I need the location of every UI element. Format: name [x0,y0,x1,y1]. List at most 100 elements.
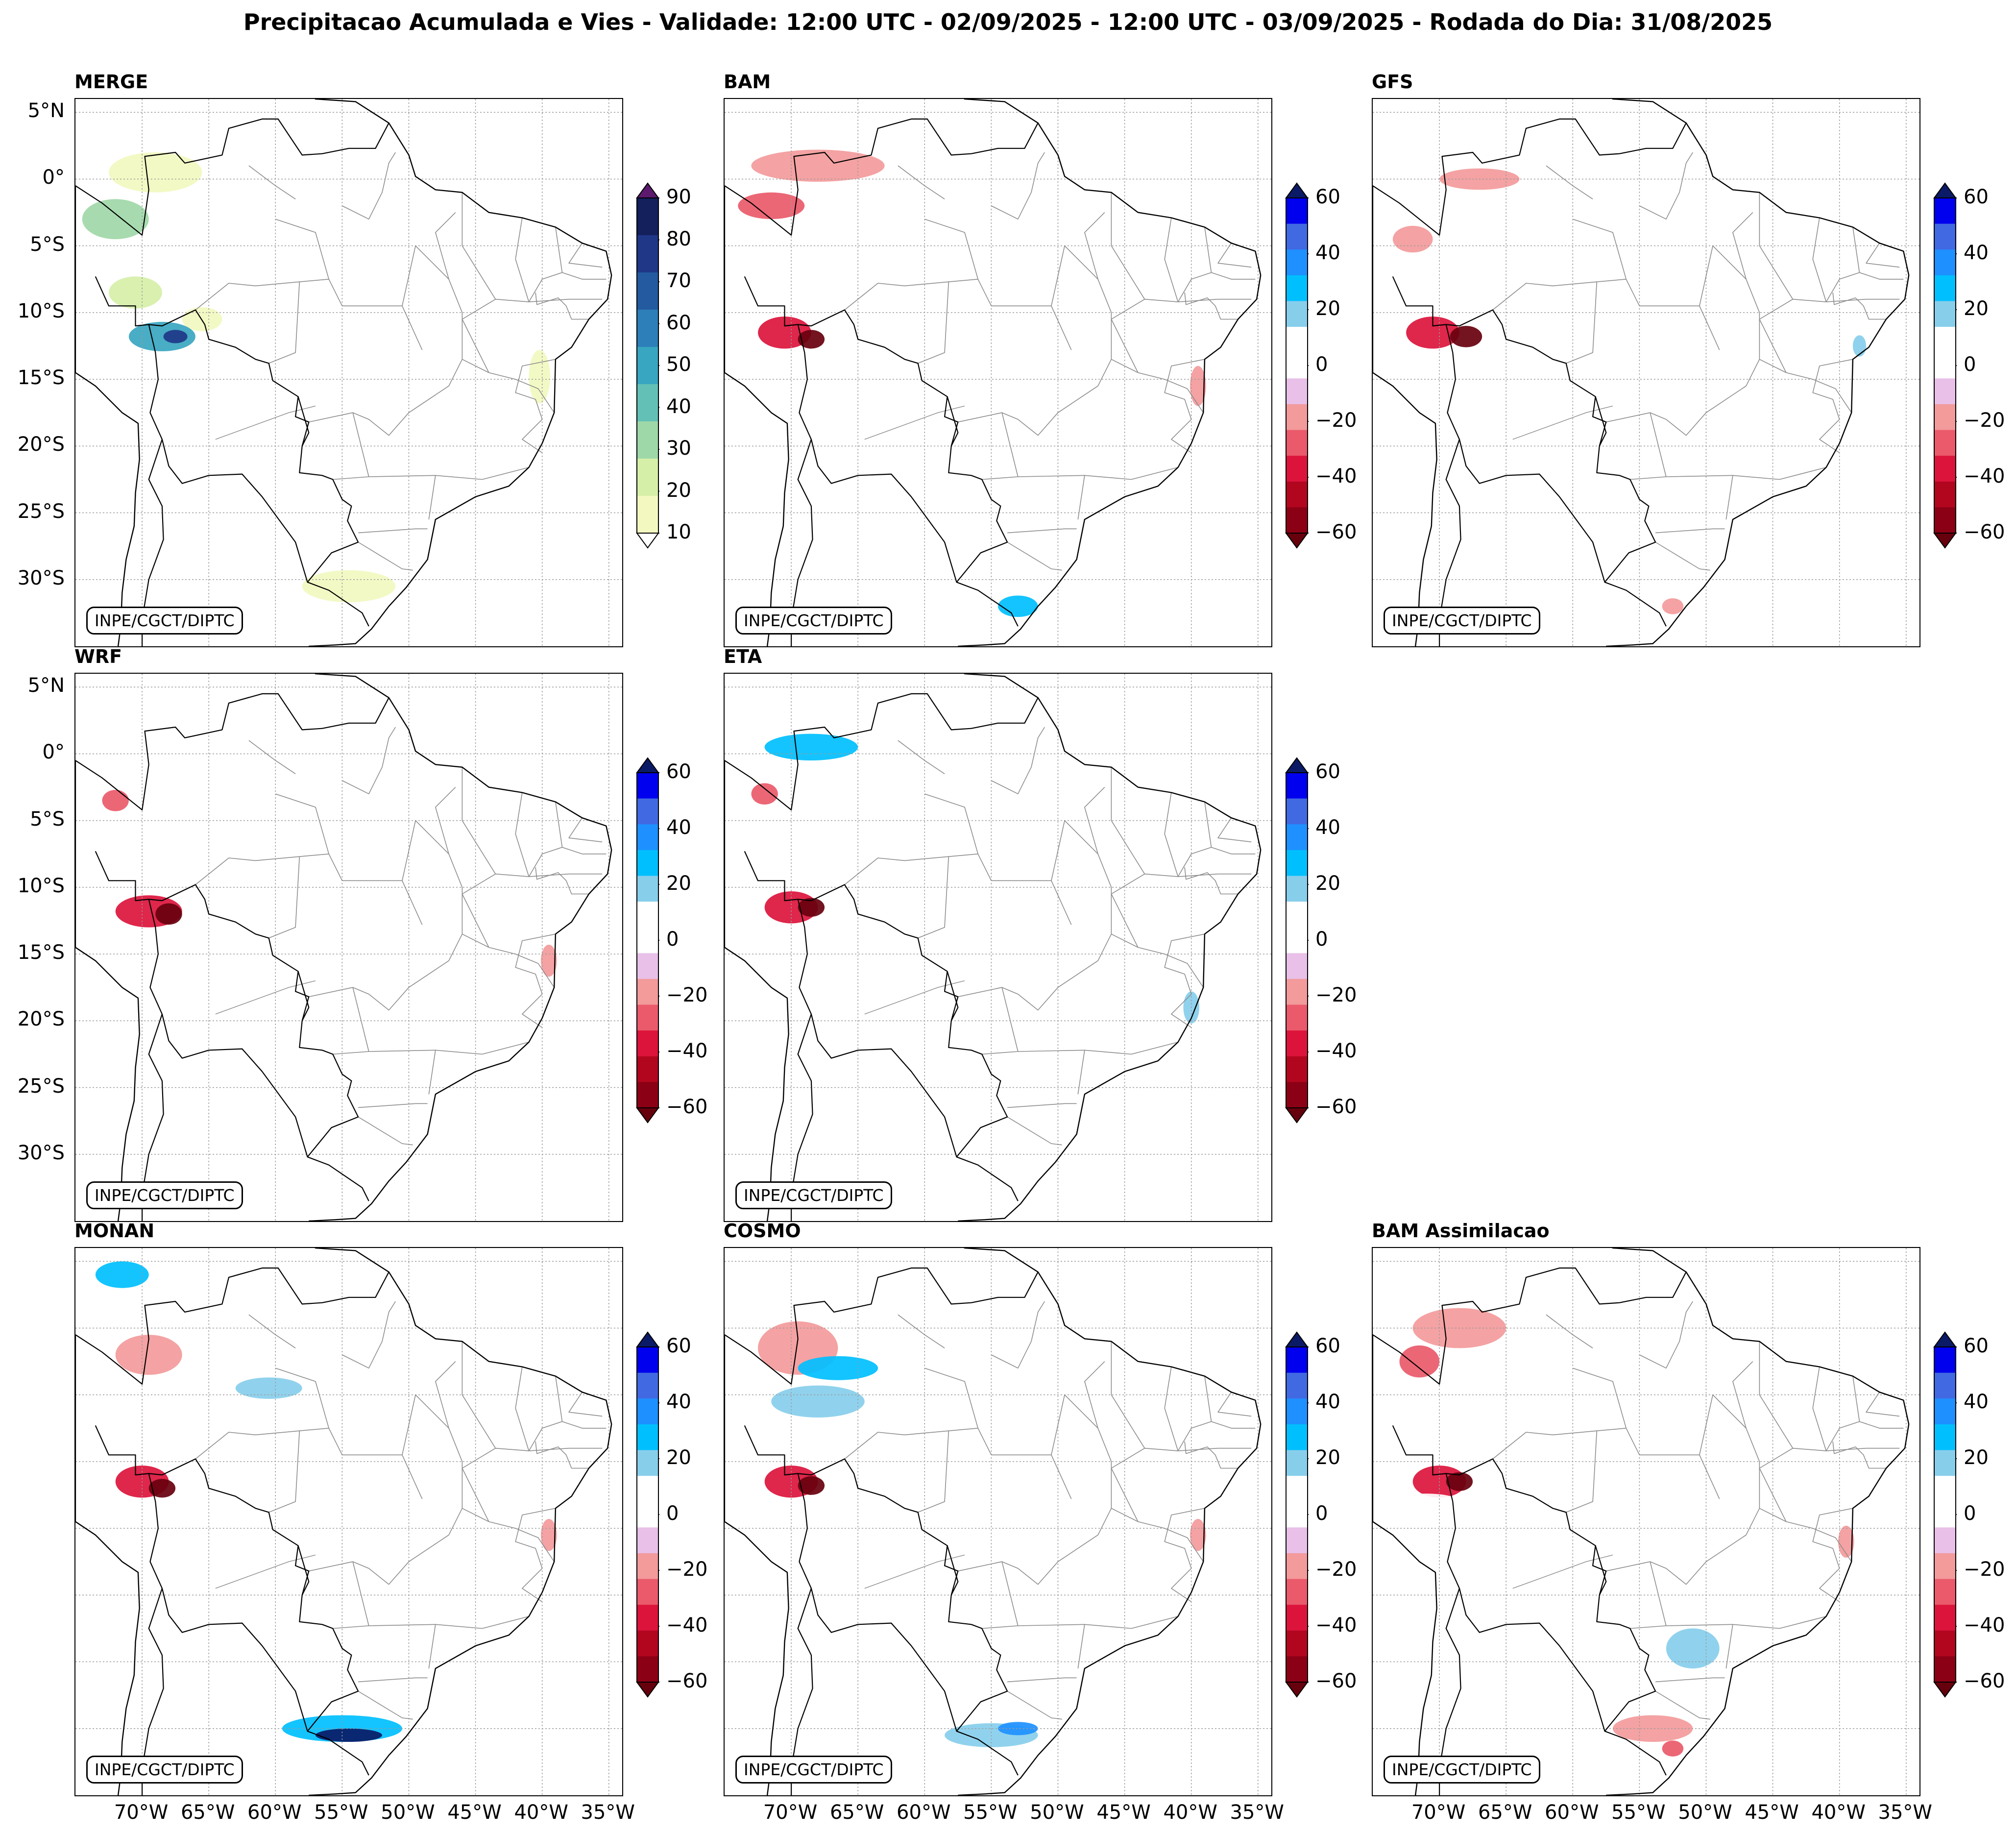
lon-tick-label: 55°W [963,1801,1018,1824]
lon-tick-label: 45°W [447,1801,502,1824]
state-border [844,219,979,311]
colorbar-extend-min [1285,533,1309,549]
coastline [1373,372,1437,646]
map-svg-gfs [1373,99,1919,646]
field-blob [75,747,216,841]
colorbar-svg [1285,1331,1312,1698]
colorbar-tick-label: −40 [1315,1614,1357,1637]
colorbar [1285,757,1312,1125]
coastline [309,1248,612,1795]
colorbar-segment [1934,1553,1956,1580]
colorbar-segment [1286,978,1308,1005]
colorbar-segment [1286,1347,1308,1373]
state-border [1018,1042,1178,1055]
field-layer [75,747,557,1158]
country-border [797,324,957,583]
state-border [1626,1428,1720,1499]
colorbar-segment [1286,1450,1308,1476]
lat-tick-label: 5°N [27,674,65,697]
state-border [368,1616,529,1629]
state-border [1759,1447,1900,1522]
colorbar-segment [1934,1579,1956,1605]
field-blob [904,526,1038,580]
colorbar-tick-label: 40 [1964,1391,1989,1413]
colorbar-segment [637,1450,658,1476]
state-border [528,802,563,877]
field-blob [109,152,202,193]
colorbar-segment [637,1579,658,1605]
lon-tick-label: 65°W [1478,1801,1532,1824]
colorbar-tick-label: −40 [666,1614,708,1637]
state-border [1759,1341,1794,1449]
colorbar-segment [637,798,658,825]
colorbar-segment [637,1527,658,1554]
colorbar-segment [1934,456,1956,482]
field-blob [1450,326,1482,347]
colorbar-segment [1934,301,1956,327]
colorbar-segment [637,824,658,851]
colorbar-segment [1934,1372,1956,1399]
colorbar-segment [637,384,658,422]
state-border [358,1690,413,1720]
state-border [1111,767,1145,875]
colorbar-segment [1286,275,1308,301]
state-border [1606,1394,1760,1585]
colorbar-segment [1934,507,1956,534]
country-border [297,396,310,446]
country-border [744,276,1019,627]
state-border [1655,1690,1710,1720]
panel-title-merge: MERGE [74,71,148,93]
state-border [248,1314,296,1348]
state-border [568,817,603,843]
map-svg-bam-assimilacao [1373,1248,1919,1795]
colorbar-tick-label: 60 [1315,186,1340,208]
colorbar-tick-label: 40 [666,816,691,839]
colorbar-tick-label: −40 [1315,1040,1357,1062]
state-border [358,1103,428,1108]
colorbar-segment [637,927,658,954]
state-border [958,820,1112,1011]
field-layer [95,1261,557,1742]
state-border [898,740,945,774]
country-border [75,118,389,236]
colorbar-tick-label: −60 [1315,1096,1357,1118]
state-border [215,980,316,1015]
country-border [297,1545,310,1595]
colorbar-segment [1286,327,1308,353]
credit-label: INPE/CGCT/DIPTC [1384,607,1540,635]
state-border [1211,272,1256,280]
lon-tick-label: 50°W [381,1801,435,1824]
colorbar-tick-label: −60 [1315,1670,1357,1692]
state-border [1077,1624,1085,1669]
colorbar-tick-label: 0 [1964,353,1976,376]
lon-tick-label: 65°W [180,1801,235,1824]
field-blob [764,734,858,760]
colorbar [636,182,663,551]
colorbar-extend-min [636,1107,659,1124]
colorbar-svg [1933,1331,1961,1698]
country-border [148,899,308,1157]
credit-label: INPE/CGCT/DIPTC [86,1181,243,1209]
state-border [342,1301,396,1369]
state-border [368,1042,529,1055]
state-border [535,867,589,895]
map-svg-eta [725,674,1271,1221]
colorbar-segment [1934,1605,1956,1631]
state-border [1111,192,1145,300]
state-border [1825,227,1860,302]
state-border [461,1447,603,1522]
state-border [435,1361,456,1429]
country-border [1392,1425,1667,1776]
lon-tick-label: 70°W [114,1801,169,1824]
coastline [725,947,789,1221]
colorbar-extend-max [636,182,659,198]
state-border [1512,405,1613,440]
colorbar-tick-label: 20 [1964,297,1989,320]
state-border [248,740,296,774]
lon-tick-label: 50°W [1678,1801,1732,1824]
colorbar-segment [1286,953,1308,979]
field-blob [798,898,825,917]
state-border [435,787,456,855]
country-border [1373,1267,1687,1385]
colorbar-segment [1286,1656,1308,1683]
